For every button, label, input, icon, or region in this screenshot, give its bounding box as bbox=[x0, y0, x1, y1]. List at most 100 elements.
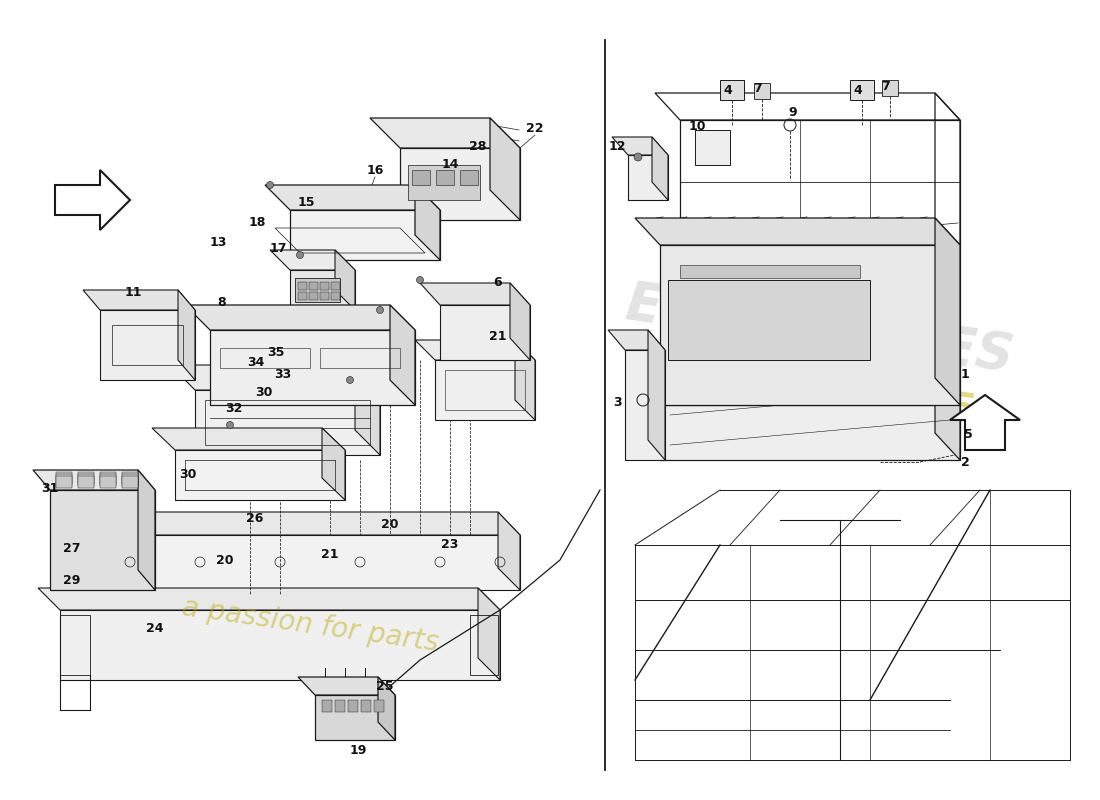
Polygon shape bbox=[78, 472, 94, 484]
Polygon shape bbox=[322, 700, 332, 712]
Polygon shape bbox=[754, 83, 770, 99]
Polygon shape bbox=[298, 292, 307, 300]
Polygon shape bbox=[412, 170, 430, 185]
Polygon shape bbox=[635, 378, 960, 405]
Polygon shape bbox=[295, 278, 340, 302]
Text: 28: 28 bbox=[470, 141, 486, 154]
Polygon shape bbox=[415, 185, 440, 260]
Text: 21: 21 bbox=[321, 549, 339, 562]
Text: 7: 7 bbox=[752, 82, 761, 94]
Polygon shape bbox=[152, 428, 345, 450]
Polygon shape bbox=[78, 474, 94, 486]
Polygon shape bbox=[175, 450, 345, 500]
Polygon shape bbox=[265, 185, 440, 210]
Polygon shape bbox=[309, 292, 318, 300]
Polygon shape bbox=[652, 137, 668, 200]
Polygon shape bbox=[100, 472, 116, 484]
Polygon shape bbox=[935, 218, 960, 405]
Polygon shape bbox=[408, 165, 480, 200]
Polygon shape bbox=[170, 365, 380, 390]
Polygon shape bbox=[33, 470, 155, 490]
Polygon shape bbox=[374, 700, 384, 712]
Polygon shape bbox=[138, 470, 155, 590]
Polygon shape bbox=[210, 330, 415, 405]
Polygon shape bbox=[478, 588, 500, 680]
Polygon shape bbox=[56, 472, 72, 484]
Text: EUROSPARES: EUROSPARES bbox=[623, 277, 1018, 383]
Polygon shape bbox=[309, 282, 318, 290]
Text: 6: 6 bbox=[494, 275, 503, 289]
Text: 14: 14 bbox=[441, 158, 459, 171]
Polygon shape bbox=[510, 283, 530, 360]
Polygon shape bbox=[378, 677, 395, 740]
Polygon shape bbox=[625, 350, 666, 460]
Text: 33: 33 bbox=[274, 369, 292, 382]
Polygon shape bbox=[82, 290, 195, 310]
Text: 35: 35 bbox=[267, 346, 285, 358]
Polygon shape bbox=[336, 250, 355, 310]
Polygon shape bbox=[635, 218, 960, 245]
Text: 8: 8 bbox=[218, 295, 227, 309]
Polygon shape bbox=[320, 282, 329, 290]
Polygon shape bbox=[490, 118, 520, 220]
Polygon shape bbox=[78, 476, 94, 488]
Text: 24: 24 bbox=[146, 622, 164, 634]
Polygon shape bbox=[660, 405, 960, 460]
Text: 11: 11 bbox=[124, 286, 142, 298]
Polygon shape bbox=[935, 378, 960, 460]
Polygon shape bbox=[100, 476, 116, 488]
Polygon shape bbox=[695, 130, 730, 165]
Polygon shape bbox=[720, 80, 744, 100]
Polygon shape bbox=[515, 340, 535, 420]
Text: 31: 31 bbox=[42, 482, 58, 494]
Polygon shape bbox=[50, 490, 155, 590]
Polygon shape bbox=[434, 360, 535, 420]
Text: 16: 16 bbox=[366, 163, 384, 177]
Text: 4: 4 bbox=[854, 83, 862, 97]
Polygon shape bbox=[660, 245, 960, 405]
Circle shape bbox=[634, 153, 642, 161]
Polygon shape bbox=[56, 474, 72, 486]
Polygon shape bbox=[56, 476, 72, 488]
Text: 32: 32 bbox=[226, 402, 243, 414]
Text: 30: 30 bbox=[179, 469, 197, 482]
Text: 23: 23 bbox=[441, 538, 459, 551]
Polygon shape bbox=[100, 310, 195, 380]
Polygon shape bbox=[460, 170, 478, 185]
Text: 1: 1 bbox=[960, 369, 969, 382]
Polygon shape bbox=[440, 305, 530, 360]
Text: 15: 15 bbox=[297, 195, 315, 209]
Polygon shape bbox=[322, 428, 345, 500]
Polygon shape bbox=[680, 265, 860, 278]
Text: 30: 30 bbox=[255, 386, 273, 398]
Polygon shape bbox=[100, 474, 116, 486]
Text: 29: 29 bbox=[64, 574, 80, 586]
Polygon shape bbox=[348, 700, 358, 712]
Text: 20: 20 bbox=[217, 554, 233, 566]
Polygon shape bbox=[950, 395, 1020, 450]
Polygon shape bbox=[178, 290, 195, 380]
Polygon shape bbox=[315, 695, 395, 740]
Polygon shape bbox=[882, 80, 898, 96]
Polygon shape bbox=[55, 170, 130, 230]
Polygon shape bbox=[370, 118, 520, 148]
Polygon shape bbox=[436, 170, 454, 185]
Text: 7: 7 bbox=[881, 79, 890, 93]
Polygon shape bbox=[400, 148, 520, 220]
Polygon shape bbox=[298, 677, 395, 695]
Text: 22: 22 bbox=[526, 122, 543, 134]
Polygon shape bbox=[415, 340, 535, 360]
Polygon shape bbox=[195, 390, 380, 455]
Text: 4: 4 bbox=[724, 83, 733, 97]
Polygon shape bbox=[608, 330, 666, 350]
Polygon shape bbox=[628, 155, 668, 200]
Polygon shape bbox=[850, 80, 875, 100]
Circle shape bbox=[417, 277, 424, 283]
Text: 10: 10 bbox=[689, 121, 706, 134]
Text: 25: 25 bbox=[376, 681, 394, 694]
Circle shape bbox=[297, 251, 304, 258]
Polygon shape bbox=[39, 588, 501, 610]
Polygon shape bbox=[331, 292, 340, 300]
Polygon shape bbox=[320, 292, 329, 300]
Polygon shape bbox=[336, 700, 345, 712]
